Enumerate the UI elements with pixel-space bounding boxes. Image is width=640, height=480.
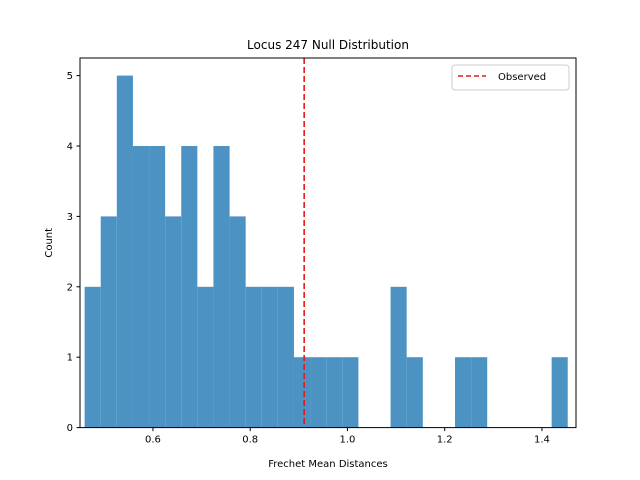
plot-frame [79, 57, 577, 429]
histogram-bar [165, 216, 182, 428]
legend-box [451, 64, 570, 91]
y-tick-label: 4 [67, 142, 73, 153]
y-tick-label: 5 [67, 71, 73, 82]
x-axis-ticks: 0.6 0.8 1.0 1.2 1.4 [145, 427, 550, 446]
x-axis-label: Frechet Mean Distances [268, 459, 388, 470]
chart-title: Locus 247 Null Distribution [247, 38, 409, 52]
histogram-bar [406, 357, 423, 428]
legend: Observed [451, 64, 570, 91]
y-axis-ticks: 0 1 2 3 4 5 [67, 71, 80, 434]
histogram-bar [181, 146, 198, 428]
histogram-bar [132, 146, 150, 428]
histogram-bar [277, 286, 294, 428]
histogram-bar [84, 286, 101, 428]
histogram-bar [390, 286, 407, 428]
histogram-bar [245, 286, 262, 428]
histogram-bar [326, 357, 343, 428]
histogram-bar [310, 357, 327, 428]
histogram-bar [455, 357, 472, 428]
histogram-bar [293, 357, 311, 428]
legend-observed-label: Observed [498, 72, 546, 83]
histogram-bars [84, 75, 568, 428]
y-tick-label: 2 [67, 282, 73, 293]
histogram-bar [197, 286, 214, 428]
x-tick-label: 0.8 [242, 435, 258, 446]
histogram-bar [551, 357, 568, 428]
histogram-bar [149, 146, 166, 428]
histogram-bar [342, 357, 359, 428]
y-tick-label: 1 [67, 353, 73, 364]
histogram-bar [116, 75, 133, 428]
histogram-bar [471, 357, 488, 428]
y-axis-label: Count [44, 228, 55, 258]
y-tick-label: 3 [67, 212, 73, 223]
x-tick-label: 1.0 [339, 435, 355, 446]
histogram-bar [229, 216, 246, 428]
x-tick-label: 1.2 [437, 435, 453, 446]
histogram-bar [261, 286, 278, 428]
x-tick-label: 0.6 [145, 435, 161, 446]
histogram-bar [100, 216, 117, 428]
x-tick-label: 1.4 [534, 435, 550, 446]
histogram-bar [213, 146, 230, 428]
y-tick-label: 0 [67, 423, 73, 434]
